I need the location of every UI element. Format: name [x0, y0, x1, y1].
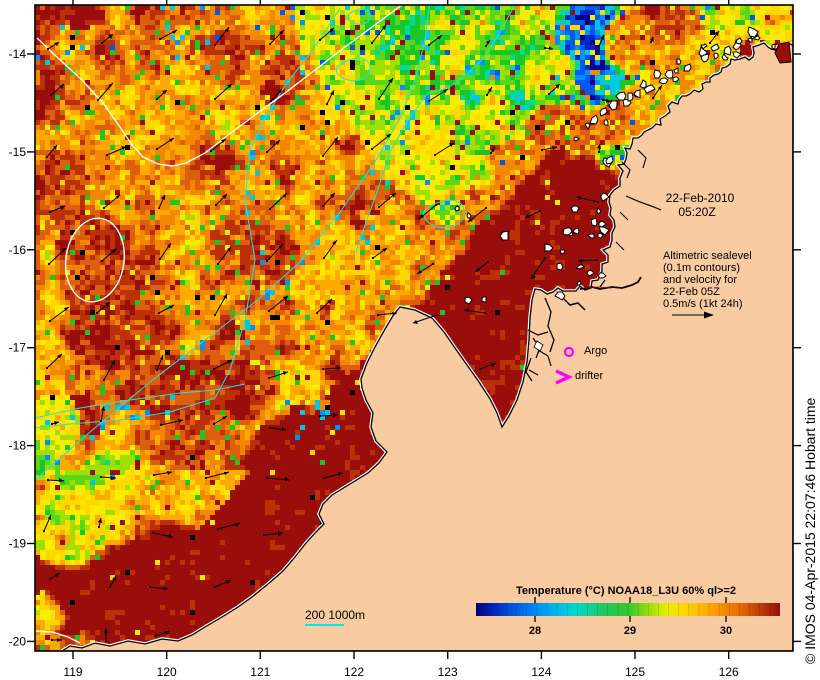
- svg-text:-18: -18: [9, 439, 27, 453]
- svg-text:-15: -15: [9, 145, 27, 159]
- svg-text:Altimetric sealevel: Altimetric sealevel: [663, 250, 752, 262]
- svg-text:120: 120: [157, 665, 177, 679]
- svg-text:drifter: drifter: [575, 370, 603, 382]
- svg-text:Temperature (°C) NOAA18_L3U 60: Temperature (°C) NOAA18_L3U 60% ql>=2: [516, 585, 736, 597]
- svg-text:119: 119: [63, 665, 82, 679]
- svg-text:-14: -14: [9, 47, 27, 61]
- svg-text:200 1000m: 200 1000m: [305, 608, 365, 622]
- svg-text:-20: -20: [9, 634, 27, 648]
- svg-text:124: 124: [531, 665, 551, 679]
- svg-text:125: 125: [625, 665, 645, 679]
- svg-text:0.5m/s (1kt 24h): 0.5m/s (1kt 24h): [663, 298, 742, 310]
- svg-text:123: 123: [438, 665, 458, 679]
- svg-text:30: 30: [720, 625, 732, 637]
- svg-text:© IMOS 04-Apr-2015 22:07:46 Ho: © IMOS 04-Apr-2015 22:07:46 Hobart time: [802, 397, 818, 664]
- svg-text:22-Feb-2010: 22-Feb-2010: [666, 191, 735, 205]
- svg-text:Argo: Argo: [584, 345, 607, 357]
- svg-text:-19: -19: [9, 537, 27, 551]
- svg-text:-17: -17: [9, 341, 27, 355]
- svg-text:28: 28: [529, 625, 541, 637]
- svg-text:122: 122: [344, 665, 364, 679]
- svg-text:121: 121: [250, 665, 270, 679]
- svg-text:29: 29: [624, 625, 636, 637]
- svg-text:and velocity for: and velocity for: [663, 274, 737, 286]
- svg-text:22-Feb 05Z: 22-Feb 05Z: [663, 286, 720, 298]
- svg-text:126: 126: [719, 665, 739, 679]
- svg-text:05:20Z: 05:20Z: [678, 205, 715, 219]
- svg-text:(0.1m contours): (0.1m contours): [663, 262, 740, 274]
- svg-text:-16: -16: [9, 243, 27, 257]
